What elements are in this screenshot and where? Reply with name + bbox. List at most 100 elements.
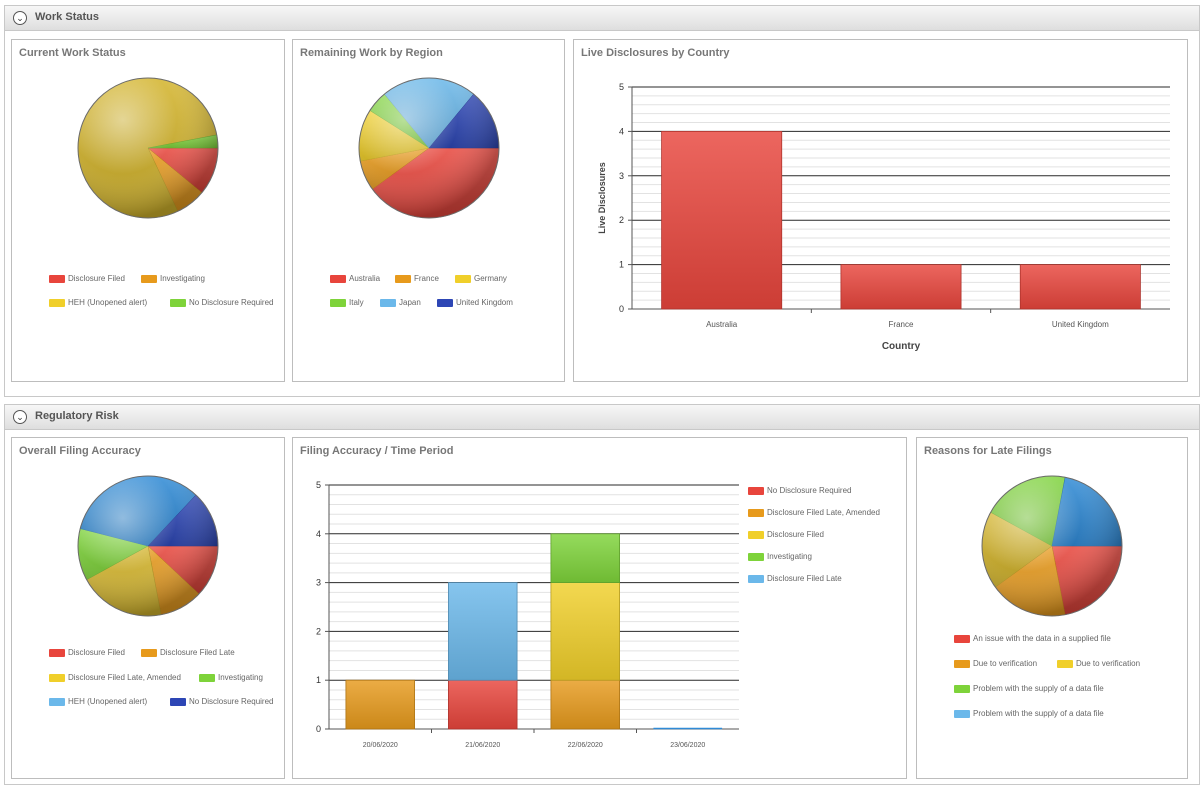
- legend-swatch: [748, 552, 764, 561]
- legend-swatch: [748, 530, 764, 539]
- y-tick-label: 3: [316, 578, 321, 588]
- pie-shading: [358, 77, 500, 219]
- x-tick-label: 21/06/2020: [465, 742, 500, 749]
- legend-swatch: [437, 298, 453, 307]
- panel-overall-filing-accuracy: Overall Filing Accuracy Disclosure Filed…: [11, 437, 285, 779]
- y-tick-label: 0: [316, 724, 321, 734]
- legend-item: Italy: [330, 298, 364, 307]
- y-tick-label: 1: [619, 260, 624, 270]
- legend-swatch: [199, 673, 215, 682]
- y-tick-label: 4: [316, 529, 321, 539]
- legend-swatch: [170, 697, 186, 706]
- x-tick-label: France: [889, 320, 914, 329]
- pie-chart: [77, 475, 219, 617]
- bar: [1019, 264, 1141, 310]
- x-tick-label: 22/06/2020: [568, 742, 603, 749]
- bar-chart: 0 1 2 3 4 5 Australia France United Kingdom Count…: [597, 82, 1170, 352]
- panel-title: Live Disclosures by Country: [581, 47, 730, 59]
- legend-swatch: [330, 274, 346, 283]
- pie-chart: [77, 77, 219, 219]
- panel-title: Filing Accuracy / Time Period: [300, 445, 454, 457]
- legend-item: No Disclosure Required: [748, 486, 880, 495]
- bar-segment: [345, 679, 415, 730]
- legend-item: Australia: [330, 274, 380, 283]
- legend-item: Disclosure Filed Late: [141, 648, 235, 657]
- legend-swatch: [748, 508, 764, 517]
- x-tick-label: 20/06/2020: [363, 742, 398, 749]
- panel-title: Current Work Status: [19, 47, 126, 59]
- panel-reasons-for-late-filings: Reasons for Late Filings An issue with t…: [916, 437, 1188, 779]
- chevron-down-icon[interactable]: ⌄: [13, 410, 27, 424]
- bar-segment: [448, 679, 518, 730]
- legend-item: Investigating: [199, 673, 263, 682]
- y-tick-label: 1: [316, 675, 321, 685]
- panel-title: Reasons for Late Filings: [924, 445, 1052, 457]
- legend-item: Investigating: [748, 552, 880, 561]
- legend-swatch: [49, 673, 65, 682]
- legend-item: No Disclosure Required: [170, 697, 273, 706]
- legend-item: Disclosure Filed: [49, 648, 125, 657]
- x-tick-label: 23/06/2020: [670, 742, 705, 749]
- legend-item: Disclosure Filed: [748, 530, 880, 539]
- bar-segment: [448, 582, 518, 681]
- y-tick-label: 2: [619, 215, 624, 225]
- bar-segment: [550, 533, 620, 584]
- legend-swatch: [49, 274, 65, 283]
- legend-item: Investigating: [141, 274, 205, 283]
- stacked-bar-chart: 0 1 2 3 4 5 20/06/2020 21/06/2020 22/06/2020 23/0…: [316, 480, 739, 749]
- legend-item: Disclosure Filed Late, Amended: [49, 673, 181, 682]
- panel-title: Remaining Work by Region: [300, 47, 443, 59]
- legend-swatch: [141, 648, 157, 657]
- y-tick-label: 3: [619, 171, 624, 181]
- y-tick-label: 5: [316, 480, 321, 490]
- legend-item: United Kingdom: [437, 298, 513, 307]
- legend-item: Due to verification: [954, 659, 1037, 668]
- legend-swatch: [49, 697, 65, 706]
- y-tick-label: 4: [619, 126, 624, 136]
- legend-item: Problem with the supply of a data file: [954, 684, 1104, 693]
- legend-swatch: [49, 298, 65, 307]
- pie-shading: [981, 475, 1123, 617]
- section-header-work-status[interactable]: ⌄ Work Status: [4, 5, 1200, 31]
- chevron-down-icon[interactable]: ⌄: [13, 11, 27, 25]
- legend-item: Germany: [455, 274, 507, 283]
- legend-item: HEH (Unopened alert): [49, 298, 147, 307]
- pie-chart: [981, 475, 1123, 617]
- legend-item: An issue with the data in a supplied fil…: [954, 634, 1111, 643]
- legend-item: Disclosure Filed Late, Amended: [748, 508, 880, 517]
- legend-swatch: [141, 274, 157, 283]
- legend-swatch: [954, 634, 970, 643]
- legend-item: HEH (Unopened alert): [49, 697, 147, 706]
- x-tick-label: United Kingdom: [1052, 320, 1109, 329]
- x-tick-label: Australia: [706, 320, 738, 329]
- bar-segment: [550, 582, 620, 681]
- y-tick-label: 5: [619, 82, 624, 92]
- pie-shading: [77, 475, 219, 617]
- x-axis-label: Country: [882, 341, 921, 352]
- legend-swatch: [395, 274, 411, 283]
- legend-item: France: [395, 274, 439, 283]
- bar: [661, 131, 783, 310]
- legend-swatch: [380, 298, 396, 307]
- panel-remaining-work-by-region: Remaining Work by Region Australia Franc…: [292, 39, 565, 382]
- bar-segment: [550, 679, 620, 730]
- legend-item: No Disclosure Required: [170, 298, 273, 307]
- section-header-regulatory-risk[interactable]: ⌄ Regulatory Risk: [4, 404, 1200, 430]
- legend-swatch: [170, 298, 186, 307]
- legend-item: Disclosure Filed Late: [748, 574, 880, 583]
- bar: [840, 264, 962, 310]
- legend-swatch: [455, 274, 471, 283]
- panel-title: Overall Filing Accuracy: [19, 445, 141, 457]
- panel-live-disclosures-by-country: Live Disclosures by Country 0 1 2 3 4 5 Austra…: [573, 39, 1188, 382]
- legend-swatch: [330, 298, 346, 307]
- section-title: Work Status: [35, 11, 99, 23]
- legend-item: Japan: [380, 298, 421, 307]
- legend-swatch: [954, 709, 970, 718]
- pie-shading: [77, 77, 219, 219]
- legend-swatch: [954, 684, 970, 693]
- legend-item: Due to verification: [1057, 659, 1140, 668]
- chart-legend: No Disclosure Required Disclosure Filed …: [748, 486, 880, 596]
- legend-swatch: [748, 574, 764, 583]
- legend-item: Disclosure Filed: [49, 274, 125, 283]
- y-tick-label: 0: [619, 304, 624, 314]
